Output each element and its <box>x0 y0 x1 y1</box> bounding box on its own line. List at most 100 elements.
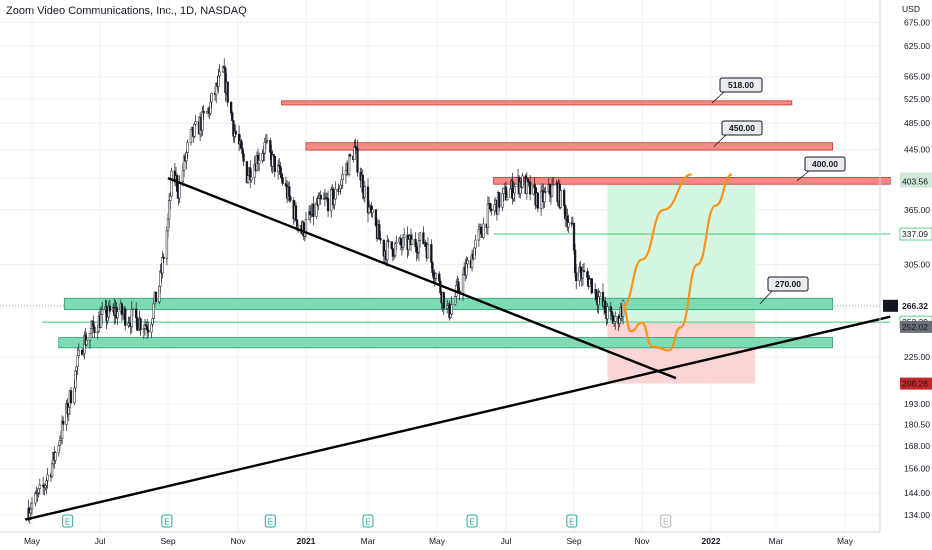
symbol-tag-box <box>883 299 898 312</box>
candle-body <box>166 218 170 232</box>
candle-body <box>189 129 193 143</box>
callout-box <box>721 120 763 136</box>
candle-body <box>426 244 430 259</box>
candle-body <box>595 289 598 300</box>
candle-body <box>167 200 171 220</box>
candle-body <box>610 311 614 316</box>
candle-body <box>326 198 330 212</box>
candle-body <box>588 279 591 287</box>
price-axis: USD 134.00 144.00 156.00 168.00 180.50 193.00 2… <box>879 0 930 532</box>
candle-body <box>280 174 283 178</box>
candle-body <box>44 485 47 488</box>
candle-body <box>74 370 77 389</box>
candle-body <box>407 239 410 251</box>
earnings-marker: E <box>362 514 374 528</box>
candle-body <box>612 321 616 324</box>
time-tick-label: May <box>24 536 41 546</box>
callout-box <box>767 276 809 292</box>
price-tag-label: 337.09 <box>902 229 928 239</box>
price-tick-label: 675.00 <box>904 18 930 28</box>
projection-path-alt <box>622 173 693 308</box>
price-tick-label: 193.00 <box>904 399 930 409</box>
candle-body <box>229 102 233 114</box>
callout-label: 400.00 <box>812 159 838 169</box>
time-tick-label: Sep <box>566 536 581 546</box>
time-tick-label: Jul <box>95 536 106 546</box>
candle-body <box>130 309 133 328</box>
price-tick-label: 625.00 <box>904 41 930 51</box>
candle-body <box>361 174 364 193</box>
candle-body <box>37 488 40 494</box>
candle-body <box>536 192 539 209</box>
candle-body <box>217 75 220 87</box>
candle-body <box>528 181 532 195</box>
candle-body <box>374 209 378 226</box>
earnings-label: E <box>365 518 370 527</box>
candle-body <box>89 328 93 334</box>
candle-body <box>490 208 493 211</box>
candle-body <box>333 198 336 205</box>
candle-body <box>242 153 245 162</box>
candle-body <box>59 438 63 441</box>
price-tag-box <box>900 377 932 390</box>
candle-body <box>139 318 142 330</box>
candle-body <box>92 321 95 328</box>
time-tick-label: Jul <box>501 536 512 546</box>
candle-body <box>269 140 272 153</box>
candle-body <box>386 240 389 260</box>
time-tick-label: 2021 <box>297 536 316 546</box>
resistance-zone <box>493 176 891 185</box>
candle-body <box>231 112 234 121</box>
price-tag-line: 337.09 <box>899 227 932 241</box>
price-axis-unit: USD <box>902 4 920 14</box>
time-tick-label: Sep <box>160 536 175 546</box>
candle-body <box>418 232 422 241</box>
candle-body <box>147 329 150 333</box>
candle-body <box>263 142 266 154</box>
candle-body <box>50 463 54 477</box>
zone-label-callout: 400.00 <box>796 156 846 182</box>
candle-body <box>178 181 181 199</box>
callout-pointer <box>713 134 727 147</box>
price-tick-label: 134.00 <box>904 510 930 520</box>
price-tag-label: 266.32 <box>902 301 928 311</box>
earnings-marker: E <box>62 514 74 528</box>
candle-body <box>479 226 483 235</box>
candle-body <box>431 262 434 273</box>
candle-body <box>474 239 477 249</box>
candle-body <box>186 142 189 153</box>
candle-body <box>234 130 237 135</box>
price-tag-label: 403.56 <box>902 176 928 186</box>
candle-body <box>390 241 393 249</box>
time-axis: May Jul Sep Nov 2021 Mar May Jul Sep Nov 2022 Mar Ma… <box>0 531 880 546</box>
candle-body <box>279 165 282 175</box>
time-tick-label: May <box>837 536 854 546</box>
candle-body <box>621 300 625 317</box>
support-zone <box>58 337 833 349</box>
candle-body <box>152 303 155 319</box>
candles <box>27 58 625 525</box>
earnings-box <box>466 514 478 528</box>
candle-body <box>101 309 104 315</box>
candle-body <box>501 193 504 208</box>
candle-body <box>422 232 425 244</box>
earnings-label: E <box>268 518 273 527</box>
candle-body <box>521 175 524 188</box>
candle-body <box>261 153 264 161</box>
candle-body <box>62 420 65 425</box>
candle-body <box>559 190 562 208</box>
candle-body <box>582 270 586 272</box>
candle-body <box>438 273 441 282</box>
callout-label: 450.00 <box>729 123 755 133</box>
candle-body <box>586 271 589 278</box>
candle-body <box>482 223 485 238</box>
price-tick-label: 525.00 <box>904 94 930 104</box>
candle-body <box>273 155 276 173</box>
candle-body <box>410 238 414 245</box>
callout-box <box>719 77 763 93</box>
candle-body <box>106 316 109 322</box>
callout-pointer <box>759 290 773 305</box>
candle-body <box>258 160 261 164</box>
candle-body <box>75 366 78 372</box>
